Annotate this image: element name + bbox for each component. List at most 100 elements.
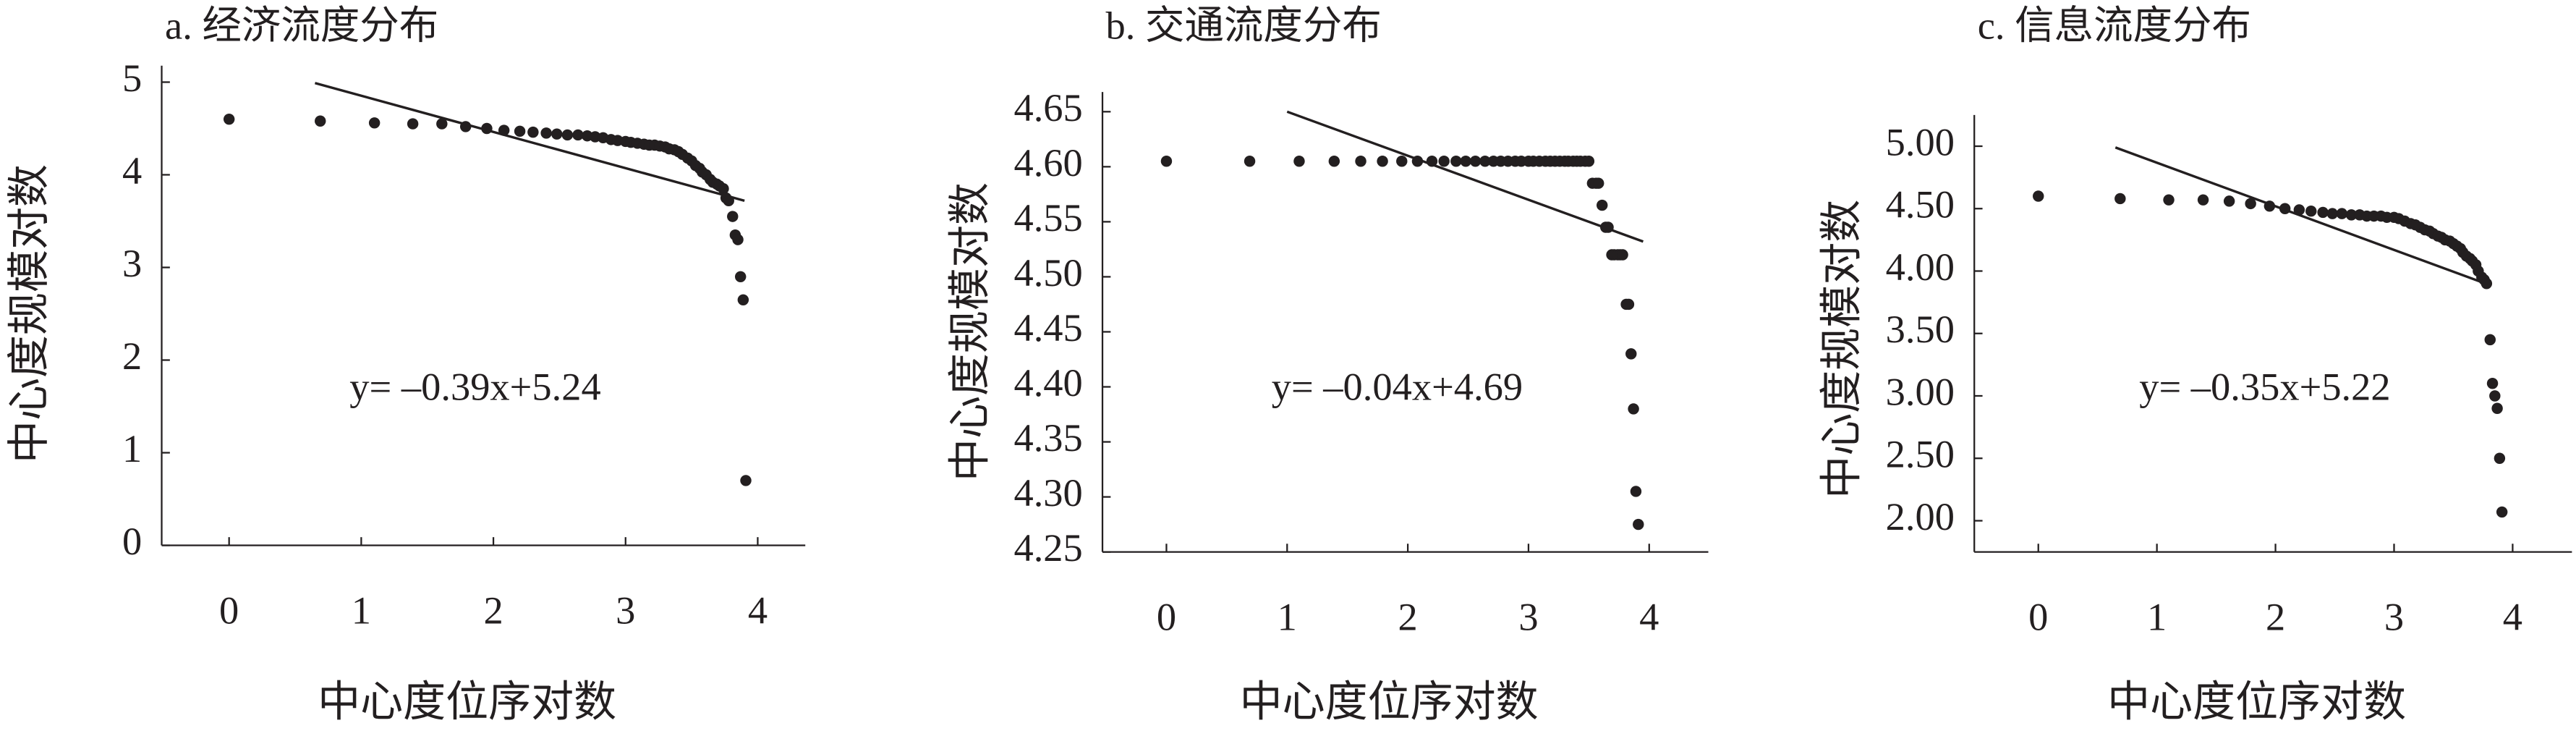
x-tick-label: 2	[1398, 594, 1418, 638]
data-point	[2033, 190, 2044, 202]
equation: y= –0.35x+5.22	[2139, 365, 2390, 409]
data-point	[527, 126, 539, 138]
data-point	[737, 294, 749, 306]
y-tick-label: 3	[122, 241, 142, 285]
data-point	[734, 271, 747, 283]
data-point	[1592, 177, 1604, 189]
data-point	[727, 211, 739, 222]
data-point	[1602, 221, 1614, 233]
data-point	[2486, 378, 2499, 389]
chart-title: a. 经济流度分布	[165, 3, 438, 47]
data-point	[1469, 156, 1482, 167]
data-point	[2163, 194, 2175, 206]
trend-line	[2114, 146, 2490, 287]
chart-title: b. 交通流度分布	[1106, 3, 1382, 47]
data-point	[1377, 156, 1388, 167]
data-point	[1583, 156, 1595, 167]
data-point	[2326, 208, 2338, 219]
x-tick-label: 3	[2384, 594, 2404, 638]
data-point	[2245, 198, 2256, 210]
data-point	[572, 129, 584, 141]
data-point	[1617, 249, 1628, 261]
trend-line	[314, 82, 745, 202]
y-axis-label: 中心度规模对数	[5, 164, 53, 463]
trend-line	[1286, 110, 1644, 243]
y-tick-label: 2.50	[1886, 432, 1955, 476]
data-point	[561, 129, 574, 141]
x-tick-label: 0	[219, 588, 239, 632]
data-point	[718, 182, 729, 195]
data-point	[1479, 156, 1491, 167]
x-tick-label: 4	[2503, 594, 2522, 638]
x-tick-label: 4	[1639, 594, 1659, 638]
y-tick-label: 4.00	[1886, 245, 1955, 289]
data-point	[2279, 203, 2291, 214]
data-point	[1460, 156, 1471, 167]
x-tick-label: 2	[483, 588, 503, 632]
y-tick-label: 2	[122, 334, 142, 378]
x-tick-label: 1	[352, 588, 371, 632]
data-point	[2481, 278, 2493, 290]
data-point	[2317, 206, 2329, 219]
data-point	[1160, 156, 1173, 167]
data-point	[2496, 506, 2508, 518]
data-point	[1426, 156, 1438, 167]
data-point	[2484, 334, 2496, 346]
equation: y= –0.39x+5.24	[349, 365, 600, 409]
chart-title: c. 信息流度分布	[1978, 3, 2251, 47]
x-tick-label: 1	[2147, 594, 2167, 638]
equation: y= –0.04x+4.69	[1272, 365, 1523, 409]
x-axis-label: 中心度位序对数	[318, 678, 616, 726]
data-point	[2345, 209, 2358, 221]
data-point	[1411, 156, 1424, 167]
data-point	[1450, 156, 1462, 167]
y-tick-label: 4.65	[1013, 85, 1082, 130]
y-tick-label: 4.50	[1013, 250, 1082, 295]
x-tick-label: 3	[616, 588, 635, 632]
data-point	[2223, 195, 2235, 207]
data-point	[481, 122, 493, 135]
data-point	[1623, 298, 1635, 310]
data-point	[436, 118, 448, 130]
y-tick-label: 4	[122, 148, 142, 193]
data-point	[2491, 402, 2503, 414]
data-point	[1293, 156, 1305, 167]
data-point	[2494, 452, 2506, 464]
y-axis-label: 中心度规模对数	[1818, 200, 1866, 499]
data-point	[514, 125, 526, 138]
x-tick-label: 0	[1157, 594, 1176, 638]
data-point	[2293, 204, 2305, 216]
y-tick-label: 4.35	[1013, 415, 1082, 460]
y-tick-label: 4.60	[1013, 140, 1082, 185]
x-tick-label: 4	[748, 588, 768, 632]
data-point	[723, 195, 734, 207]
x-axis-label: 中心度位序对数	[1240, 678, 1539, 726]
x-tick-label: 2	[2266, 594, 2285, 638]
x-axis-label: 中心度位序对数	[2107, 678, 2406, 726]
y-tick-label: 3.00	[1886, 369, 1955, 413]
data-point	[1355, 156, 1366, 167]
y-tick-label: 4.50	[1886, 182, 1955, 227]
y-tick-label: 4.55	[1013, 195, 1082, 240]
data-point	[459, 121, 472, 132]
data-point	[1244, 156, 1256, 167]
data-point	[540, 127, 552, 139]
data-point	[407, 118, 419, 130]
y-tick-label: 4.25	[1013, 525, 1082, 570]
y-tick-label: 4.40	[1013, 360, 1082, 405]
data-point	[551, 128, 563, 140]
data-point	[2336, 208, 2348, 219]
y-tick-label: 2.00	[1886, 494, 1955, 538]
data-point	[1628, 403, 1639, 415]
y-tick-label: 5.00	[1886, 120, 1955, 164]
y-tick-label: 4.30	[1013, 470, 1082, 515]
data-point	[1328, 156, 1340, 167]
data-point	[740, 475, 752, 486]
data-point	[732, 234, 744, 245]
data-point	[1625, 348, 1637, 360]
data-point	[1633, 518, 1644, 531]
data-point	[1396, 156, 1408, 167]
data-point	[1630, 486, 1642, 497]
